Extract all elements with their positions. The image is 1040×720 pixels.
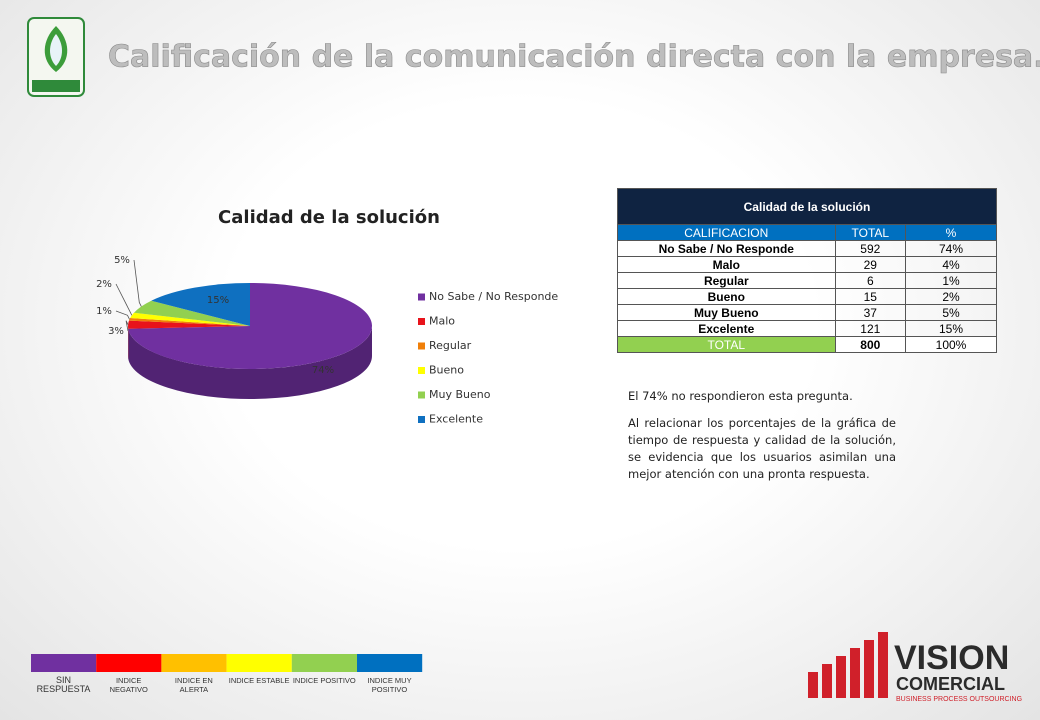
table-cell: 121 bbox=[834, 320, 907, 337]
scale-bar bbox=[31, 654, 423, 672]
table-cell: 74% bbox=[905, 240, 997, 257]
table-cell: 4% bbox=[905, 256, 997, 273]
logo bbox=[27, 17, 85, 97]
data-label: 5% bbox=[114, 255, 130, 266]
table-caption-row: Calidad de la solución bbox=[617, 188, 997, 225]
table-row: Muy Bueno 37 5% bbox=[617, 304, 997, 321]
scale-swatch bbox=[31, 654, 97, 672]
table-row: Malo 29 4% bbox=[617, 256, 997, 273]
column-header: CALIFICACION bbox=[617, 224, 836, 241]
leader-line bbox=[125, 320, 129, 332]
table-cell: Malo bbox=[617, 256, 836, 273]
column-header: % bbox=[905, 224, 997, 241]
data-label: 15% bbox=[207, 295, 229, 306]
table-cell: Regular bbox=[617, 272, 836, 289]
scale-swatch bbox=[226, 654, 292, 672]
legend-swatch bbox=[418, 293, 425, 301]
data-table: Calidad de la solución CALIFICACION TOTAL%… bbox=[617, 188, 997, 353]
slice bbox=[128, 317, 250, 326]
leader-line bbox=[133, 259, 142, 307]
leader-line bbox=[115, 310, 130, 320]
table-cell: 29 bbox=[834, 256, 907, 273]
legend-swatch bbox=[418, 391, 425, 399]
table-cell: 15% bbox=[905, 320, 997, 337]
note: El 74% no respondieron esta pregunta. bbox=[628, 389, 853, 403]
legend-label: Excelente bbox=[429, 413, 483, 426]
table-row: Bueno 15 2% bbox=[617, 288, 997, 305]
legend-label: Regular bbox=[429, 339, 472, 352]
table-row: Regular 6 1% bbox=[617, 272, 997, 289]
column-header: TOTAL bbox=[834, 224, 907, 241]
scale-label: INDICE EN ALERTA bbox=[174, 676, 213, 694]
scale-label: SIN RESPUESTA bbox=[36, 675, 91, 694]
brand-tagline: BUSINESS PROCESS OUTSOURCING bbox=[896, 696, 1022, 703]
slice bbox=[130, 312, 250, 326]
table-cell: 37 bbox=[834, 304, 907, 321]
legend-label: Malo bbox=[429, 315, 455, 328]
data-label: 3% bbox=[108, 326, 124, 337]
scale-label: INDICE ESTABLE bbox=[228, 676, 290, 685]
notes: El 74% no respondieron esta pregunta. Al … bbox=[628, 388, 896, 493]
legend-label: Muy Bueno bbox=[429, 388, 491, 401]
note: Al relacionar los porcentajes de la gráf… bbox=[628, 416, 896, 481]
scale-label: INDICE NEGATIVO bbox=[109, 676, 148, 694]
table-cell: Muy Bueno bbox=[617, 304, 836, 321]
table-cell: 15 bbox=[834, 288, 907, 305]
scale-label: INDICE MUY POSITIVO bbox=[367, 676, 412, 694]
table-cell: 5% bbox=[905, 304, 997, 321]
slice bbox=[133, 300, 250, 326]
table-cell: 100% bbox=[905, 336, 997, 353]
legend-swatch bbox=[418, 318, 425, 325]
table-cell: TOTAL bbox=[617, 336, 836, 353]
table-row: No Sabe / No Responde 592 74% bbox=[617, 240, 997, 257]
legend-swatch bbox=[418, 416, 425, 423]
table-cell: Bueno bbox=[617, 288, 836, 305]
slice-side bbox=[128, 326, 372, 399]
table-header-row: CALIFICACION TOTAL% bbox=[617, 224, 997, 241]
slice bbox=[151, 283, 250, 326]
data-label: 74% bbox=[312, 365, 334, 376]
brand-name: VISION bbox=[894, 639, 1009, 677]
slice bbox=[128, 320, 250, 329]
pie: 74% 3% 1% 2% 5% 15% bbox=[96, 255, 372, 399]
scale-label: INDICE POSITIVO bbox=[292, 676, 356, 685]
scale-swatch bbox=[357, 654, 423, 672]
brand-logo: VISION COMERCIAL BUSINESS PROCESS OUTSOU… bbox=[808, 632, 1022, 703]
table-cell: 2% bbox=[905, 288, 997, 305]
leader-line bbox=[115, 283, 133, 316]
table-cell: No Sabe / No Responde bbox=[617, 240, 836, 257]
scale-swatch bbox=[291, 654, 357, 672]
chart-title: Calidad de la solución bbox=[218, 207, 440, 228]
data-label: 1% bbox=[96, 306, 112, 317]
brand-line: COMERCIAL bbox=[896, 674, 1005, 694]
table-cell: 1% bbox=[905, 272, 997, 289]
legend-label: Bueno bbox=[429, 364, 464, 377]
slice bbox=[128, 283, 372, 369]
page-title: Calificación de la comunicación directa … bbox=[108, 40, 1040, 75]
legend-swatch bbox=[418, 342, 425, 350]
scale-swatch bbox=[161, 654, 227, 672]
table-total-row: TOTAL 800 100% bbox=[617, 336, 997, 353]
table-cell: Excelente bbox=[617, 320, 836, 337]
legend-swatch bbox=[418, 367, 425, 374]
table-cell: 592 bbox=[834, 240, 907, 257]
table-row: Excelente 121 15% bbox=[617, 320, 997, 337]
data-label: 2% bbox=[96, 279, 112, 290]
legend: No Sabe / No Responde Malo Regular Bueno Muy… bbox=[418, 290, 558, 426]
table-cell: 6 bbox=[834, 272, 907, 289]
scale-swatch bbox=[96, 654, 162, 672]
table-title: Calidad de la solución bbox=[617, 188, 997, 225]
legend-label: No Sabe / No Responde bbox=[429, 290, 558, 303]
table-cell: 800 bbox=[834, 336, 907, 353]
